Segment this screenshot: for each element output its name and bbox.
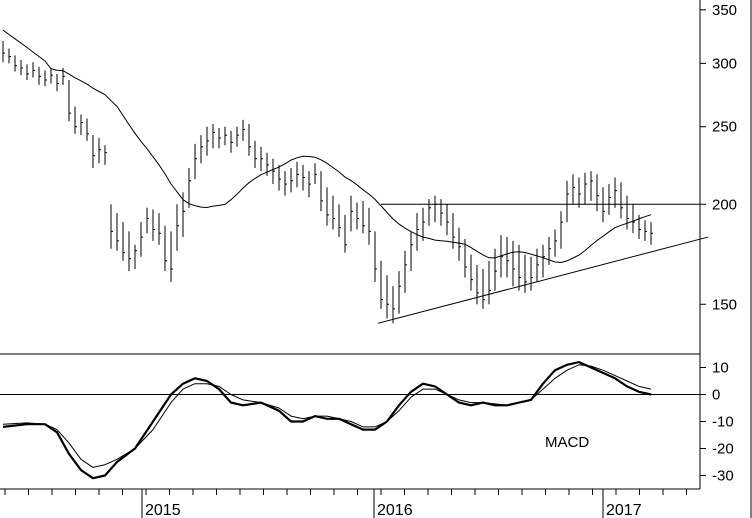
price-tick-label: 250 — [712, 119, 737, 136]
year-label: 2017 — [606, 502, 642, 518]
trendline — [377, 236, 709, 324]
macd-tick-label: 0 — [712, 387, 720, 404]
moving-average-line — [2, 29, 652, 264]
price-tick-label: 150 — [712, 296, 737, 313]
macd-macd-line — [2, 361, 652, 480]
macd-tick-label: -30 — [712, 468, 734, 485]
macd-tick-label: -10 — [712, 414, 734, 431]
price-tick-label: 200 — [712, 196, 737, 213]
macd-label: MACD — [545, 434, 589, 451]
year-label: 2016 — [377, 502, 413, 518]
macd-tick-label: -20 — [712, 441, 734, 458]
price-tick-label: 350 — [712, 2, 737, 19]
price-tick-label: 300 — [712, 55, 737, 72]
macd-signal-line — [2, 364, 652, 468]
year-label: 2015 — [145, 502, 181, 518]
macd-tick-label: 10 — [712, 360, 729, 377]
